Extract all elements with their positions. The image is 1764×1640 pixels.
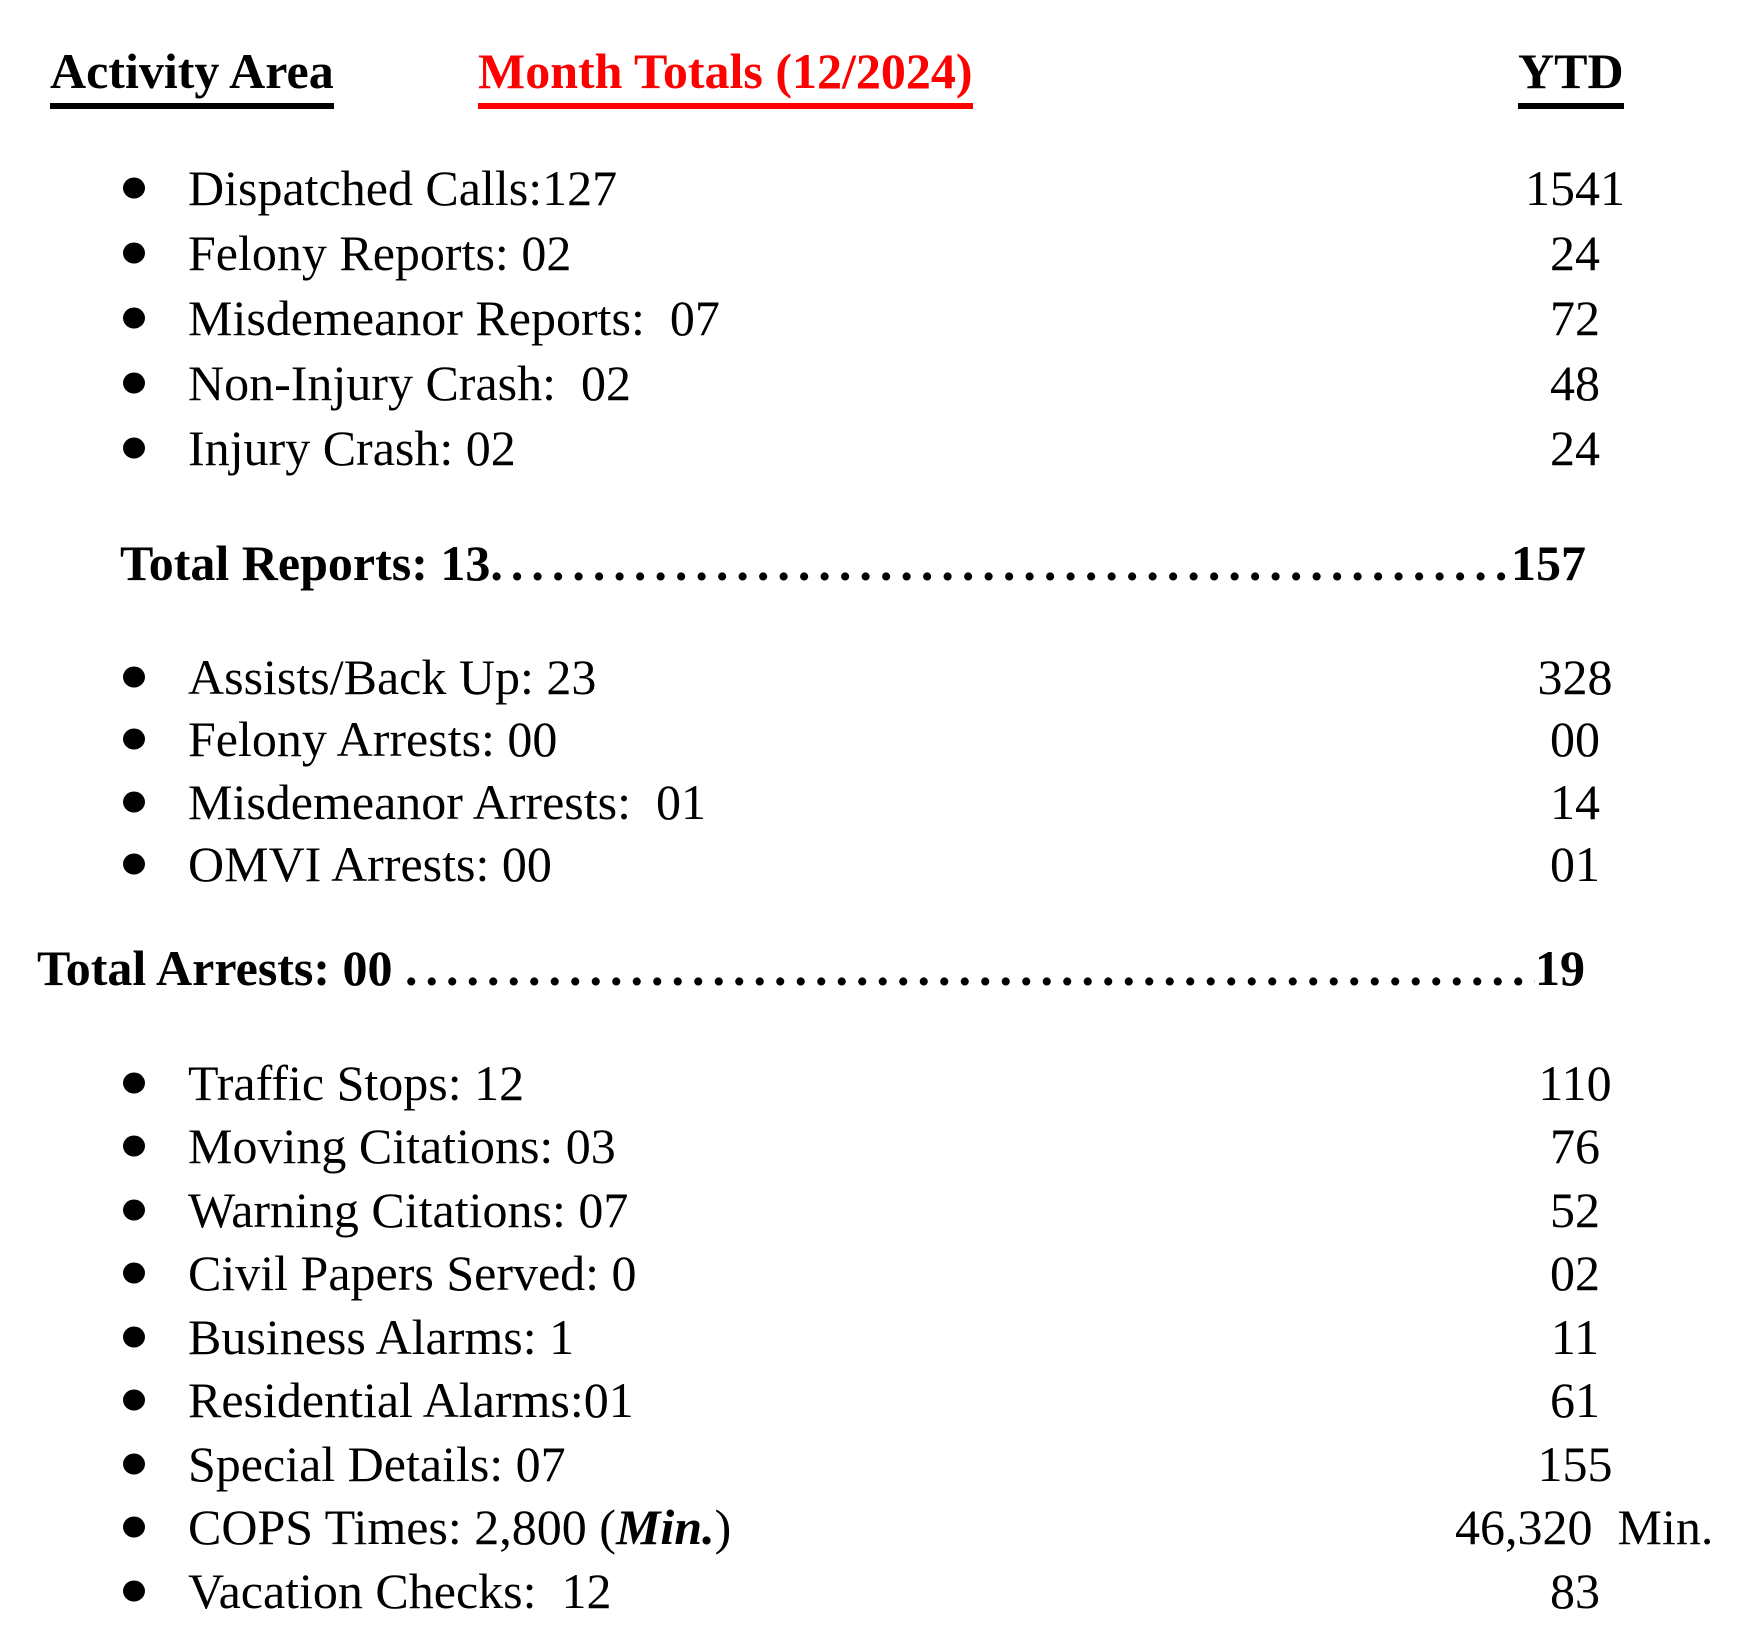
item-label: Residential Alarms:01 — [188, 1372, 634, 1428]
bullet-icon — [123, 1262, 145, 1284]
total-arrests-ytd-value: 19 — [1535, 940, 1585, 996]
total-reports-label: Total Reports: 13 — [120, 535, 491, 591]
item-ytd-value: 24 — [1550, 225, 1600, 281]
total-reports-row: Total Reports: 13 ......................… — [120, 530, 1586, 596]
bullet-icon — [123, 666, 145, 688]
activity-item-row: Special Details: 07 155 — [0, 1431, 1764, 1497]
cops-times-label-prefix: COPS Times: 2,800 ( — [188, 1499, 616, 1555]
activity-item-row: Traffic Stops: 12 110 — [0, 1050, 1764, 1116]
item-ytd-value: 01 — [1550, 836, 1600, 892]
arrest-item-row: Felony Arrests: 00 00 — [0, 706, 1764, 772]
item-label: Felony Arrests: 00 — [188, 711, 558, 767]
ytd-header: YTD — [1518, 46, 1624, 109]
report-item-row: Injury Crash: 02 24 — [0, 415, 1764, 481]
item-label: Moving Citations: 03 — [188, 1118, 616, 1174]
bullet-icon — [123, 1389, 145, 1411]
item-ytd-value: 110 — [1538, 1055, 1612, 1111]
bullet-icon — [123, 1516, 145, 1538]
bullet-icon — [123, 242, 145, 264]
item-label: Special Details: 07 — [188, 1436, 566, 1492]
dot-leader: ........................................… — [490, 535, 1511, 591]
bullet-icon — [123, 177, 145, 199]
total-arrests-row: Total Arrests: 00 ......................… — [37, 935, 1585, 1001]
item-ytd-value: 1541 — [1525, 160, 1625, 216]
item-ytd-value: 02 — [1550, 1245, 1600, 1301]
activity-item-row: Residential Alarms:01 61 — [0, 1367, 1764, 1433]
bullet-icon — [123, 853, 145, 875]
bullet-icon — [123, 372, 145, 394]
item-label: Civil Papers Served: 0 — [188, 1245, 637, 1301]
item-label: Vacation Checks: 12 — [188, 1563, 612, 1619]
item-ytd-value: 14 — [1550, 774, 1600, 830]
report-item-row: Misdemeanor Reports: 07 72 — [0, 285, 1764, 351]
cops-times-min-emphasis: Min. — [615, 1499, 715, 1555]
bullet-icon — [123, 1135, 145, 1157]
item-label: Non-Injury Crash: 02 — [188, 355, 631, 411]
item-ytd-value: 155 — [1537, 1436, 1613, 1492]
item-label: Assists/Back Up: 23 — [188, 649, 597, 705]
bullet-icon — [123, 437, 145, 459]
activity-area-header: Activity Area — [50, 46, 334, 109]
activity-item-row: Moving Citations: 03 76 — [0, 1113, 1764, 1179]
arrest-item-row: Misdemeanor Arrests: 01 14 — [0, 769, 1764, 835]
activity-item-row: COPS Times: 2,800 (Min.) 46,320 Min. — [0, 1494, 1764, 1560]
bullet-icon — [123, 1326, 145, 1348]
report-item-row: Felony Reports: 02 24 — [0, 220, 1764, 286]
item-ytd-value: 48 — [1550, 355, 1600, 411]
item-label: COPS Times: 2,800 (Min.) — [188, 1494, 731, 1560]
dot-leader: ........................................… — [405, 940, 1535, 996]
report-item-row: Dispatched Calls:127 1541 — [0, 155, 1764, 221]
bullet-icon — [123, 1580, 145, 1602]
bullet-icon — [123, 1072, 145, 1094]
bullet-icon — [123, 307, 145, 329]
bullet-icon — [123, 1453, 145, 1475]
activity-item-row: Vacation Checks: 12 83 — [0, 1558, 1764, 1624]
bullet-icon — [123, 1199, 145, 1221]
item-label: OMVI Arrests: 00 — [188, 836, 552, 892]
month-totals-header: Month Totals (12/2024) — [478, 46, 973, 109]
item-ytd-value: 61 — [1550, 1372, 1600, 1428]
item-ytd-value: 11 — [1550, 1309, 1600, 1365]
arrest-item-row: Assists/Back Up: 23 328 — [0, 644, 1764, 710]
item-ytd-value: 83 — [1550, 1563, 1600, 1619]
cops-times-label-suffix: ) — [714, 1499, 732, 1555]
arrest-item-row: OMVI Arrests: 00 01 — [0, 831, 1764, 897]
item-ytd-value: 328 — [1537, 649, 1613, 705]
item-label: Felony Reports: 02 — [188, 225, 572, 281]
item-label: Misdemeanor Arrests: 01 — [188, 774, 706, 830]
report-item-row: Non-Injury Crash: 02 48 — [0, 350, 1764, 416]
total-reports-ytd-value: 157 — [1511, 535, 1586, 591]
item-label: Dispatched Calls:127 — [188, 160, 618, 216]
activity-item-row: Business Alarms: 1 11 — [0, 1304, 1764, 1370]
item-ytd-value: 52 — [1550, 1182, 1600, 1238]
total-arrests-label: Total Arrests: 00 — [37, 940, 406, 996]
item-ytd-value: 00 — [1550, 711, 1600, 767]
item-ytd-value: 76 — [1550, 1118, 1600, 1174]
bullet-icon — [123, 791, 145, 813]
item-ytd-value: 24 — [1550, 420, 1600, 476]
bullet-icon — [123, 728, 145, 750]
item-ytd-value: 46,320 Min. — [1455, 1499, 1714, 1555]
activity-item-row: Warning Citations: 07 52 — [0, 1177, 1764, 1243]
activity-item-row: Civil Papers Served: 0 02 — [0, 1240, 1764, 1306]
item-label: Traffic Stops: 12 — [188, 1055, 525, 1111]
item-label: Injury Crash: 02 — [188, 420, 516, 476]
item-label: Business Alarms: 1 — [188, 1309, 575, 1365]
item-label: Warning Citations: 07 — [188, 1182, 629, 1238]
item-label: Misdemeanor Reports: 07 — [188, 290, 720, 346]
item-ytd-value: 72 — [1550, 290, 1600, 346]
